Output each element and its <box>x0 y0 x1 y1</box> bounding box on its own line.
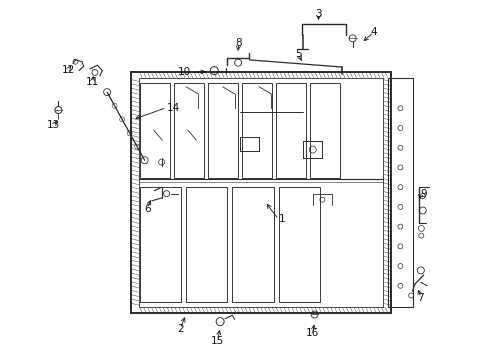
Bar <box>185 187 227 302</box>
Bar <box>232 187 273 302</box>
Text: 6: 6 <box>143 204 150 214</box>
Bar <box>207 83 238 178</box>
Text: 11: 11 <box>86 77 99 87</box>
Bar <box>140 83 170 178</box>
Text: 8: 8 <box>235 38 242 48</box>
Text: 12: 12 <box>61 64 75 75</box>
Text: 9: 9 <box>420 189 427 199</box>
Text: 16: 16 <box>305 328 319 338</box>
Bar <box>140 187 181 302</box>
Text: 10: 10 <box>178 67 190 77</box>
Text: 15: 15 <box>211 336 224 346</box>
Text: 13: 13 <box>47 121 60 130</box>
Text: 1: 1 <box>278 215 285 224</box>
Text: 7: 7 <box>417 293 423 303</box>
Text: 14: 14 <box>166 103 180 113</box>
Bar <box>174 83 203 178</box>
Text: 2: 2 <box>177 324 183 334</box>
Bar <box>276 83 306 178</box>
Text: 3: 3 <box>315 9 321 19</box>
Bar <box>242 83 272 178</box>
Text: 5: 5 <box>294 49 301 59</box>
Bar <box>309 83 340 178</box>
Text: 4: 4 <box>369 27 376 37</box>
Bar <box>278 187 319 302</box>
